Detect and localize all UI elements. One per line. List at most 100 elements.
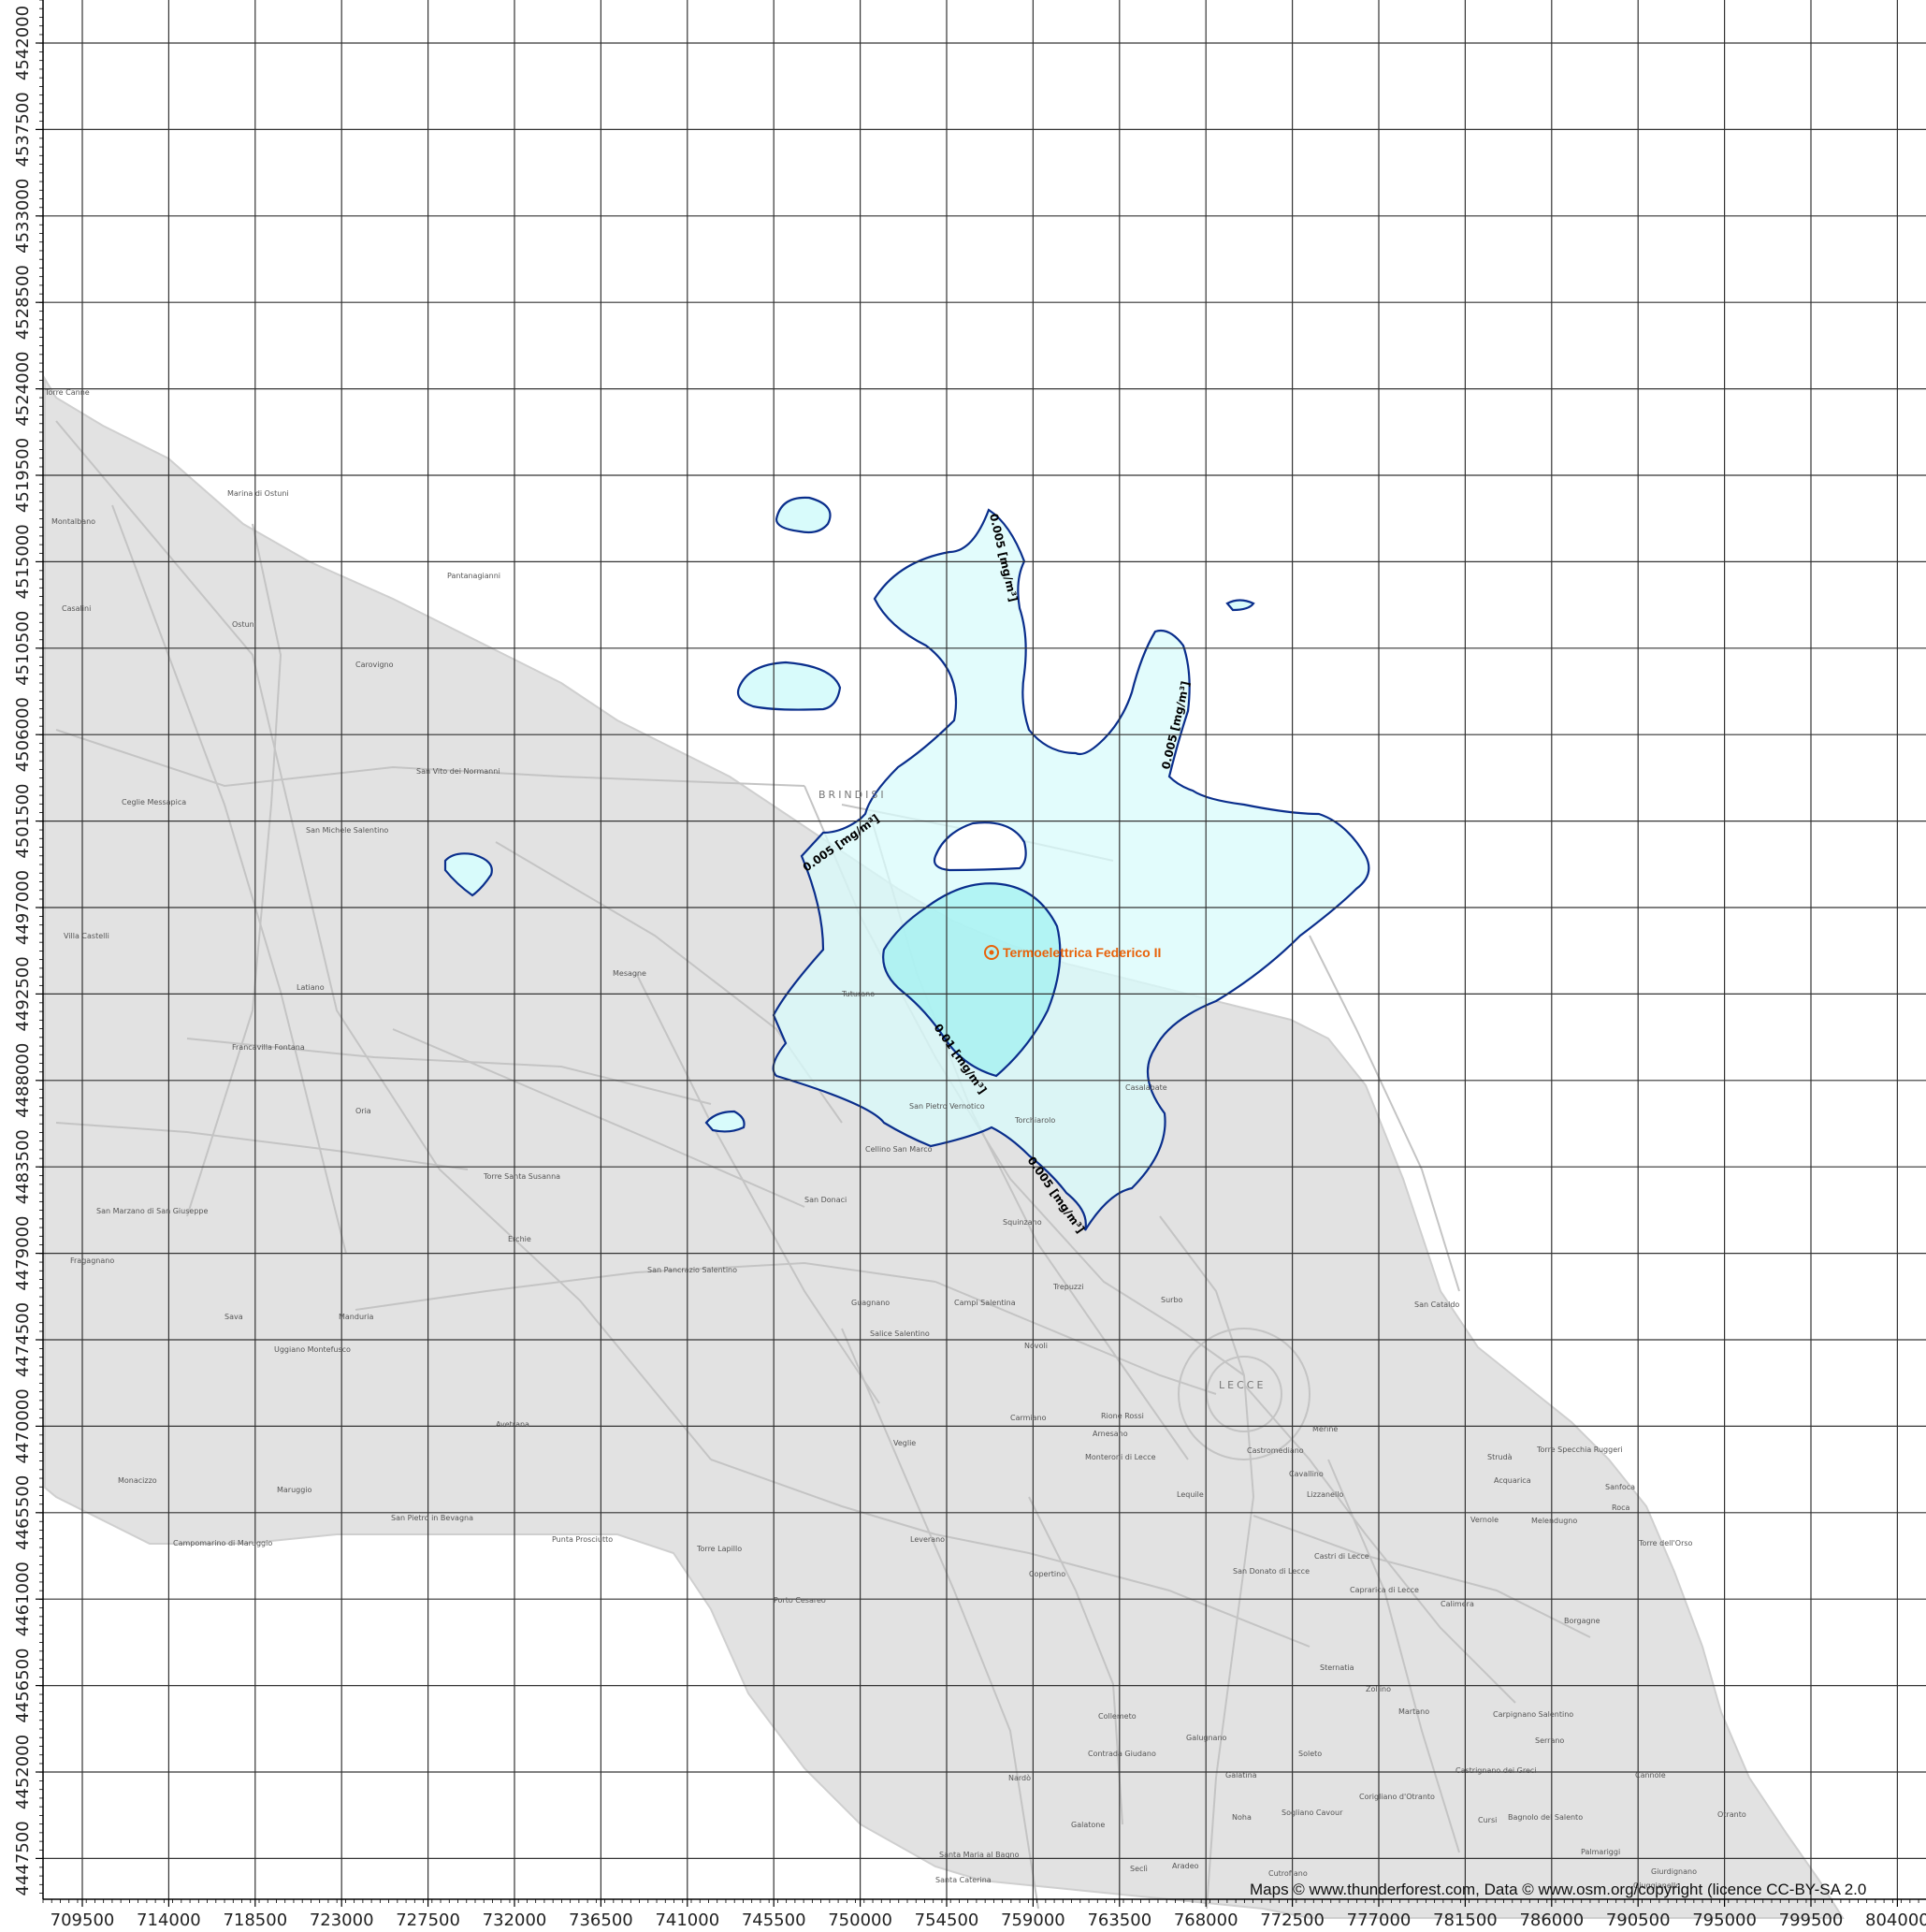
place-label: Contrada Giudano [1088,1750,1156,1758]
x-tick-label: 727500 [396,1910,460,1930]
place-label: Soleto [1298,1750,1322,1758]
y-tick-label: 4497000 [13,870,33,945]
place-label: Corigliano d'Otranto [1359,1793,1435,1801]
source-marker[interactable]: Termoelettrica Federico II [984,945,1161,960]
x-tick-label: 781500 [1433,1910,1498,1930]
place-label: Manduria [339,1313,374,1321]
place-label: Carmiano [1010,1414,1047,1422]
place-label: Merine [1312,1425,1338,1433]
x-tick-label: 772500 [1260,1910,1325,1930]
place-label: Otranto [1717,1810,1746,1819]
x-tick-label: 795000 [1692,1910,1757,1930]
place-label: Uggiano Montefusco [274,1345,351,1354]
place-label: Lequile [1177,1490,1204,1499]
y-tick-label: 4447500 [13,1821,33,1896]
place-label: Mesagne [613,969,646,978]
place-label: Trepuzzi [1052,1283,1084,1291]
x-tick-label: 723000 [310,1910,374,1930]
place-label: Marina di Ostuni [227,489,289,498]
x-tick-label: 790500 [1606,1910,1671,1930]
contour-0005-hole [933,821,1027,872]
y-tick-label: 4537500 [13,92,33,167]
contour-0005-main [772,508,1370,1231]
place-label: Arnesano [1093,1430,1128,1438]
place-label: Martano [1398,1707,1429,1716]
map-attribution: Maps © www.thunderforest.com, Data © www… [1250,1881,1866,1898]
place-label: Palmariggi [1581,1848,1620,1856]
place-label: Cellino San Marco [865,1145,933,1154]
x-tick-label: 754500 [915,1910,979,1930]
place-label: Acquarica [1494,1476,1531,1485]
place-label: Galatone [1071,1821,1105,1829]
place-label: Santa Caterina [935,1876,992,1884]
y-tick-label: 4483500 [13,1129,33,1204]
place-label: Giurdignano [1651,1867,1697,1876]
place-label: Campomarino di Maruggio [173,1539,272,1547]
land-area [44,375,1845,1919]
y-tick-label: 4519500 [13,438,33,513]
x-tick-label: 736500 [569,1910,633,1930]
place-label: San Pancrazio Salentino [647,1266,737,1274]
source-marker-icon [984,945,999,960]
y-tick-label: 4470000 [13,1388,33,1463]
y-tick-label: 4515000 [13,524,33,599]
y-tick-label: 4528500 [13,265,33,340]
place-label: Maruggio [277,1486,312,1494]
place-label: San Donaci [804,1196,847,1204]
contour-island-3 [443,852,493,897]
place-label: Roca [1612,1503,1629,1512]
source-label: Termoelettrica Federico II [1003,945,1161,960]
x-tick-label: 718500 [223,1910,287,1930]
place-label: Castrignano dei Greci [1455,1766,1536,1775]
place-label: Torchiarolo [1014,1116,1055,1125]
x-tick-label: 745500 [742,1910,806,1930]
city-label-lecce: LECCE [1219,1379,1266,1391]
x-tick-label: 777000 [1347,1910,1412,1930]
contour-001-inner [882,882,1062,1078]
place-label: Serrano [1535,1736,1564,1745]
x-tick-label: 763500 [1087,1910,1151,1930]
place-label: Cutrofiano [1268,1869,1308,1878]
place-label: Erchie [508,1235,531,1243]
contour-island-2 [736,661,842,711]
place-label: Castromediano [1247,1446,1304,1455]
place-label: Villa Castelli [64,932,109,940]
y-tick-label: 4492500 [13,956,33,1031]
place-label: Copertino [1029,1570,1065,1578]
place-label: Squinzano [1003,1218,1042,1227]
place-label: Borgagne [1564,1617,1600,1625]
place-label: Zollino [1366,1685,1391,1693]
y-tick-label: 4506000 [13,697,33,772]
place-label: Monteroni di Lecce [1085,1453,1156,1461]
place-label: Novoli [1024,1342,1048,1350]
place-label: Campi Salentina [954,1299,1016,1307]
x-tick-label: 750000 [828,1910,892,1930]
place-label: Montalbano [51,517,95,526]
place-label: Ceglie Messapica [122,798,186,806]
place-label: Galatina [1225,1771,1257,1779]
place-label: Nardò [1008,1773,1031,1782]
grid-lines [43,0,1926,1899]
place-label: Torre dell'Orso [1638,1539,1693,1547]
y-tick-label: 4542000 [13,6,33,80]
place-label: Fragagnano [70,1257,114,1265]
place-label: San Marzano di San Giuseppe [96,1207,208,1215]
x-tick-label: 786000 [1519,1910,1584,1930]
place-label: Aradeo [1172,1862,1199,1870]
place-label: San Pietro Vernotico [909,1102,985,1111]
place-label: Porto Cesareo [774,1596,826,1605]
place-label: Sanfoca [1605,1483,1635,1491]
y-tick-label: 4479000 [13,1216,33,1291]
place-label: Caprarica di Lecce [1350,1586,1419,1594]
place-label: Casalini [62,604,91,613]
place-label: Carpignano Salentino [1493,1710,1573,1719]
place-label: Calimera [1441,1600,1474,1608]
y-tick-label: 4501500 [13,784,33,859]
city-label-brindisi: BRINDISI [818,789,887,801]
y-tick-label: 4465500 [13,1475,33,1550]
contour-island-1 [775,496,832,534]
place-label: Santa Maria al Bagno [939,1851,1020,1859]
y-tick-label: 4510500 [13,611,33,686]
y-tick-label: 4488000 [13,1043,33,1118]
